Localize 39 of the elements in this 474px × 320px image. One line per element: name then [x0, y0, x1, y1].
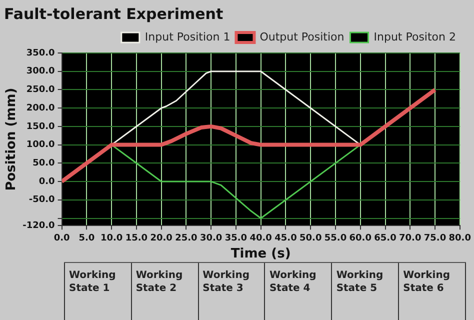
y-tick-label: -50.0: [28, 195, 55, 206]
x-tick-label: 60.0: [349, 233, 372, 244]
legend-label: Input Positon 2: [374, 30, 456, 44]
x-tick-label: 55.0: [324, 233, 347, 244]
text: Working State 1: [64, 263, 131, 320]
y-axis-title: Position (mm): [4, 88, 20, 191]
y-tick-label: 100.0: [26, 140, 55, 150]
x-tick-label: 30.0: [200, 233, 222, 244]
x-tick-label: 50.0: [300, 233, 322, 244]
x-tick-label: 80.0: [448, 233, 472, 244]
x-tick-label: 0.0: [54, 233, 70, 244]
x-tick-label: 10.0: [100, 233, 123, 244]
x-tick-label: 25.0: [175, 233, 198, 244]
y-tick-label: 350.0: [26, 48, 55, 58]
x-tick-label: 75.0: [424, 233, 446, 244]
x-axis-title: Time (s): [230, 246, 291, 262]
y-tick-label: 200.0: [26, 103, 55, 114]
y-tick-label: 250.0: [26, 85, 55, 96]
text: Working State 4: [264, 263, 332, 320]
x-tick-label: 5.0: [78, 233, 95, 244]
x-tick-label: 35.0: [224, 233, 248, 244]
text: Working State 6: [398, 263, 466, 320]
x-tick-label: 40.0: [250, 233, 272, 244]
y-tick-label: -120.0: [22, 220, 55, 231]
legend-label: Output Position: [260, 30, 344, 44]
legend-label: Input Position 1: [144, 30, 230, 44]
y-tick-label: 300.0: [26, 66, 55, 77]
chart-title: Fault-tolerant Experiment: [4, 4, 224, 23]
text: Working State 2: [130, 263, 198, 320]
text: Working State 5: [331, 263, 398, 320]
x-tick-label: 20.0: [150, 233, 172, 244]
x-tick-label: 70.0: [399, 233, 422, 244]
y-tick-label: 0.0: [38, 176, 55, 187]
text: Working State 3: [198, 263, 264, 320]
x-tick-label: 15.0: [125, 233, 148, 244]
y-tick-label: 50.0: [32, 158, 55, 169]
x-tick-label: 65.0: [374, 233, 396, 244]
y-tick-label: 150.0: [26, 122, 55, 132]
x-tick-label: 45.0: [274, 233, 297, 244]
